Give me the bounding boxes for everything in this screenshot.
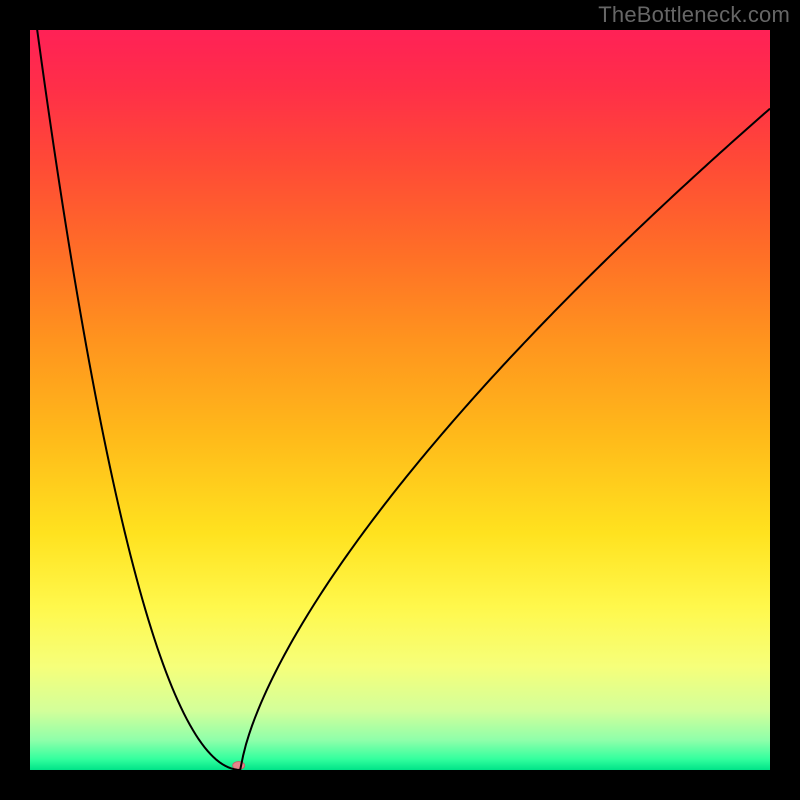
watermark: TheBottleneck.com <box>598 2 790 28</box>
chart-container: TheBottleneck.com <box>0 0 800 800</box>
plot-background <box>30 30 770 770</box>
bottleneck-chart <box>0 0 800 800</box>
